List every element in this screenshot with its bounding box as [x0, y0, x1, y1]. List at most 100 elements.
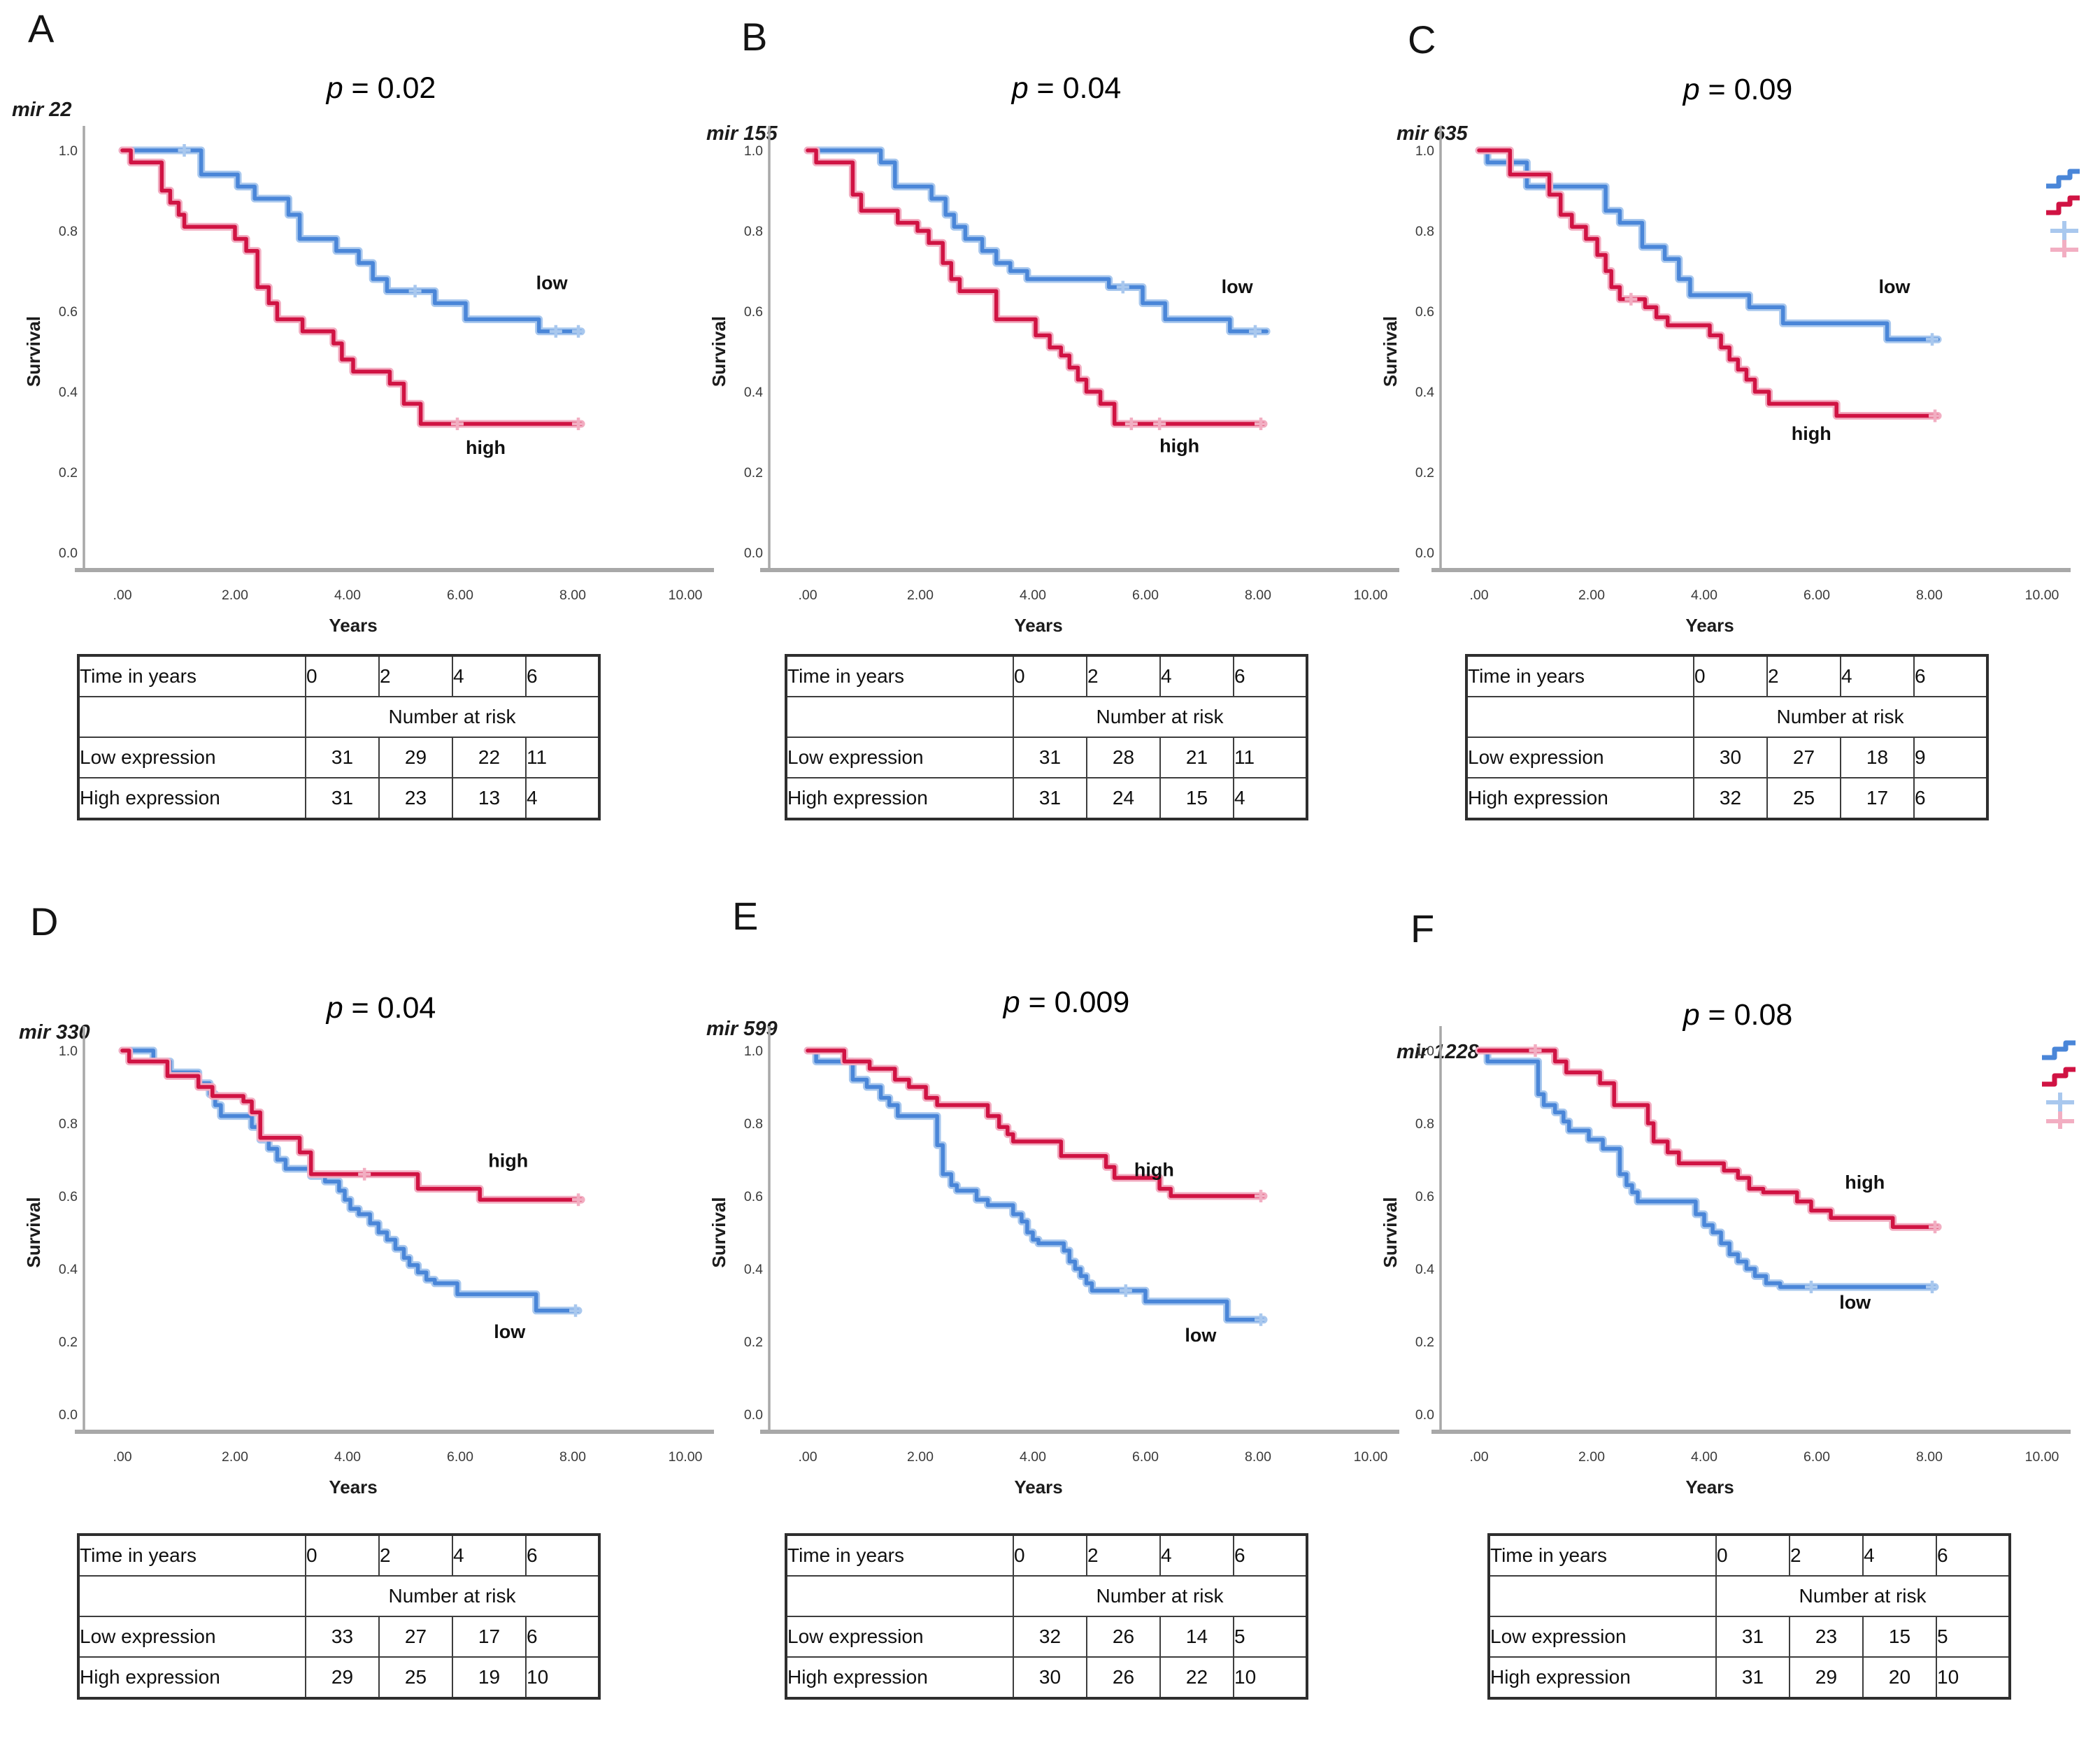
at-risk-count: 25 — [1766, 777, 1841, 820]
at-risk-count: 22 — [452, 737, 527, 778]
number-at-risk-label: Number at risk — [1715, 1575, 2010, 1617]
at-risk-count: 31 — [1715, 1616, 1790, 1658]
censor-plus-icon — [1255, 1190, 1268, 1202]
at-risk-count: 6 — [525, 1616, 600, 1658]
time-value: 0 — [1013, 1534, 1087, 1577]
x-tick-label: 2.00 — [907, 1449, 934, 1465]
risk-table: Time in years 0 2 4 6 Number at risk Low expre… — [77, 1533, 601, 1700]
x-tick-label: 8.00 — [1916, 588, 1943, 603]
at-risk-count: 23 — [1789, 1616, 1864, 1658]
x-tick-label: 10.00 — [669, 588, 703, 603]
expression-label: Low expression — [785, 1616, 1014, 1658]
time-in-years-label: Time in years — [785, 655, 1014, 697]
km-curve-high — [1477, 148, 1940, 418]
at-risk-count: 10 — [525, 1656, 600, 1699]
x-tick-label: 4.00 — [334, 1449, 361, 1465]
at-risk-count: 29 — [1789, 1656, 1864, 1699]
censor-plus-icon — [1804, 1281, 1817, 1293]
curve-label-high: high — [1845, 1172, 1885, 1193]
time-value: 4 — [1862, 1534, 1937, 1577]
p-value-title: p = 0.09 — [1409, 75, 2066, 105]
x-tick-label: .00 — [1469, 1449, 1488, 1465]
at-risk-count: 32 — [1693, 777, 1768, 820]
km-curve-low — [806, 148, 1269, 334]
expression-label: High expression — [785, 777, 1014, 820]
km-curve-high — [120, 1048, 583, 1202]
legend-high-line-icon — [2042, 1067, 2076, 1087]
time-value: 0 — [305, 655, 380, 697]
risk-table-header-row: Time in years 0 2 4 6 — [78, 655, 600, 697]
gene-label: mir 599 — [706, 1018, 778, 1040]
censor-plus-icon — [1255, 1313, 1268, 1326]
p-value-title: p = 0.04 — [738, 73, 1395, 104]
censor-plus-icon — [1248, 325, 1262, 338]
at-risk-count: 26 — [1086, 1616, 1161, 1658]
risk-table: Time in years 0 2 4 6 Number at risk Low expre… — [785, 1533, 1308, 1700]
km-chart: 0.0 0.2 0.4 0.6 0.8 1.0 .00 2.00 4.00 6.00 8.00 10.… — [23, 126, 714, 636]
at-risk-count: 26 — [1086, 1656, 1161, 1699]
y-tick-label: 0.2 — [59, 465, 78, 481]
y-tick-label: 0.6 — [1415, 1189, 1434, 1204]
ylabel-survival: Survival — [1380, 1197, 1401, 1267]
y-tick-label: 0.0 — [59, 1407, 78, 1423]
curve-label-high: high — [1792, 423, 1831, 444]
number-at-risk-label: Number at risk — [1013, 696, 1308, 738]
time-value: 0 — [1693, 655, 1768, 697]
legend-high-censor-icon — [2050, 240, 2078, 257]
x-tick-label: 4.00 — [1020, 588, 1046, 603]
censor-plus-icon — [1255, 418, 1268, 430]
time-value: 4 — [1840, 655, 1915, 697]
time-value: 2 — [1789, 1534, 1864, 1577]
y-tick-label: 0.2 — [744, 1335, 763, 1350]
x-tick-label: 10.00 — [1354, 588, 1388, 603]
at-risk-count: 31 — [305, 737, 380, 778]
expression-label: Low expression — [1466, 737, 1694, 778]
time-value: 6 — [1233, 1534, 1308, 1577]
curve-label-high: high — [466, 437, 506, 458]
at-risk-count: 29 — [378, 737, 453, 778]
km-chart: 0.0 0.2 0.4 0.6 0.8 1.0 .00 2.00 4.00 6.00 8.00 10.… — [708, 126, 1399, 636]
y-tick-label: 1.0 — [59, 1044, 78, 1059]
y-tick-label: 0.4 — [1415, 1262, 1434, 1277]
panel-letter: C — [1408, 17, 1436, 62]
y-tick-label: 0.2 — [744, 465, 763, 481]
at-risk-count: 27 — [1766, 737, 1841, 778]
xlabel-years: Years — [329, 1477, 377, 1498]
number-at-risk-label: Number at risk — [1693, 696, 1988, 738]
expression-label: Low expression — [785, 737, 1014, 778]
time-value: 6 — [525, 655, 600, 697]
xlabel-years: Years — [329, 615, 377, 636]
km-chart: 0.0 0.2 0.4 0.6 0.8 1.0 .00 2.00 4.00 6.00 8.00 10.… — [1380, 126, 2071, 636]
at-risk-count: 15 — [1862, 1616, 1937, 1658]
censor-plus-icon — [1624, 292, 1638, 306]
y-tick-label: 0.8 — [744, 1116, 763, 1132]
y-tick-label: 0.2 — [1415, 465, 1434, 481]
empty-cell — [78, 1575, 306, 1617]
km-curve-high — [806, 148, 1266, 426]
censor-plus-icon — [1116, 280, 1129, 294]
p-value-text: = 0.02 — [343, 71, 436, 105]
legend-cropped-top — [2046, 169, 2080, 257]
number-at-risk-row: Number at risk — [785, 696, 1308, 738]
at-risk-count: 11 — [525, 737, 600, 778]
risk-row-high: High expression 30 26 22 10 — [785, 1656, 1308, 1699]
at-risk-count: 19 — [452, 1656, 527, 1699]
km-curve-high-halo — [118, 1046, 585, 1204]
risk-table-header-row: Time in years 0 2 4 6 — [1488, 1534, 2010, 1577]
x-tick-label: 10.00 — [669, 1449, 703, 1465]
at-risk-count: 10 — [1233, 1656, 1308, 1699]
y-tick-label: 0.8 — [59, 224, 78, 239]
risk-row-high: High expression 32 25 17 6 — [1466, 777, 1988, 820]
empty-cell — [1466, 696, 1694, 738]
risk-row-low: Low expression 33 27 17 6 — [78, 1616, 600, 1658]
risk-table-header-row: Time in years 0 2 4 6 — [78, 1534, 600, 1577]
legend-high-line-icon — [2046, 195, 2080, 215]
curve-label-low: low — [1839, 1292, 1871, 1313]
legend-low-censor-icon — [2046, 1093, 2074, 1112]
expression-label: Low expression — [1488, 1616, 1717, 1658]
at-risk-count: 5 — [1233, 1616, 1308, 1658]
x-tick-label: 8.00 — [559, 588, 586, 603]
at-risk-count: 24 — [1086, 777, 1161, 820]
